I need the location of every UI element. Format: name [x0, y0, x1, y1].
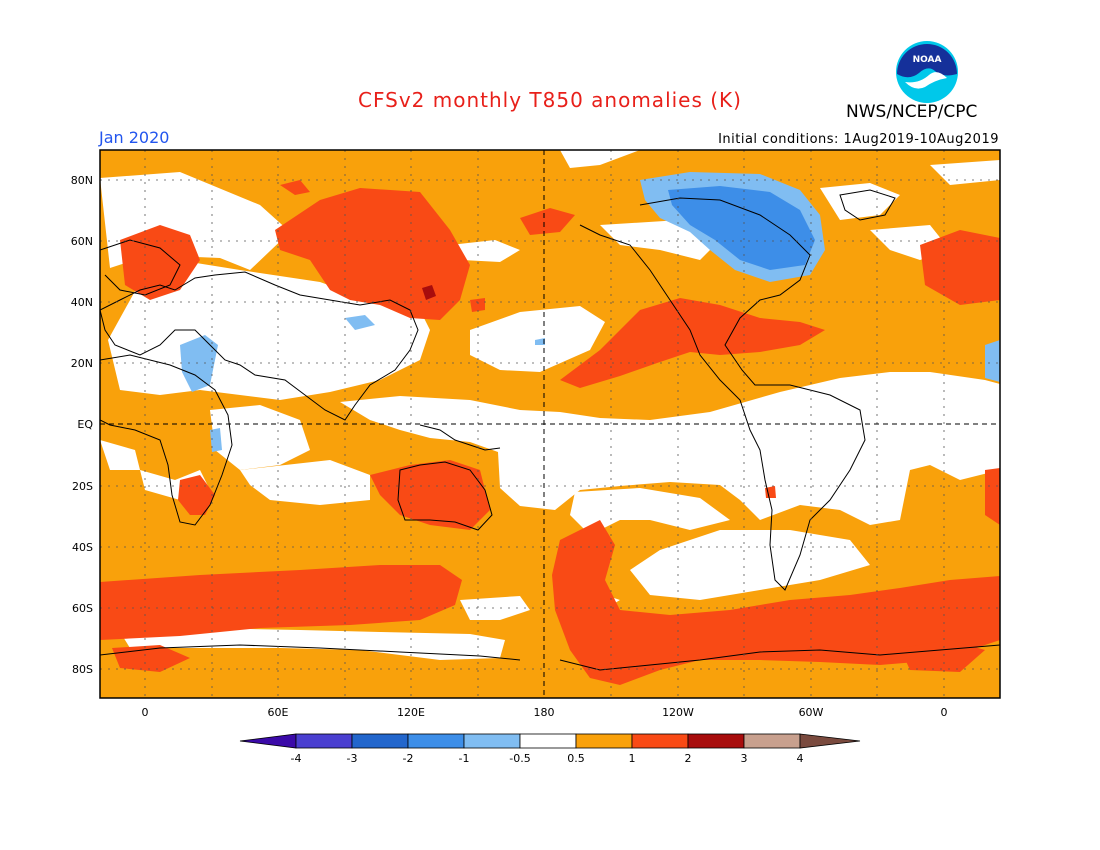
colorbar-swatch-1 — [295, 733, 353, 749]
colorbar-label-minus1: -1 — [459, 752, 470, 765]
colorbar-label-1: 1 — [629, 752, 636, 765]
continent-outlines — [100, 189, 1000, 671]
lat-label-60n: 60N — [71, 235, 93, 248]
colorbar-labels: -4 -3 -2 -1 -0.5 0.5 1 2 3 4 — [291, 752, 804, 765]
colorbar-swatch-6 — [575, 733, 633, 749]
colorbar-label-minus4: -4 — [291, 752, 302, 765]
warm-anomaly-regions — [100, 180, 1000, 685]
strong-cold-anomaly-canada — [668, 186, 815, 270]
colorbar-label-minus0-5: -0.5 — [509, 752, 530, 765]
lat-labels: 80N 60N 40N 20N EQ 20S 40S 60S 80S — [71, 174, 94, 676]
hot-spot-east-asia — [422, 285, 436, 300]
lon-label-0-east: 0 — [941, 706, 948, 719]
colorbar-label-2: 2 — [685, 752, 692, 765]
initial-conditions-label: Initial conditions: 1Aug2019-10Aug2019 — [718, 132, 999, 147]
lon-label-120w: 120W — [662, 706, 694, 719]
colorbar-swatch-4 — [463, 733, 521, 749]
colorbar-label-3: 3 — [741, 752, 748, 765]
map-title: CFSv2 monthly T850 anomalies (K) — [358, 88, 742, 112]
colorbar-label-minus3: -3 — [347, 752, 358, 765]
lat-label-40n: 40N — [71, 296, 93, 309]
colorbar-swatch-3 — [407, 733, 465, 749]
lat-label-80s: 80S — [72, 663, 93, 676]
map-border — [99, 149, 1001, 699]
lat-label-40s: 40S — [72, 541, 93, 554]
colorbar-swatch-8 — [687, 733, 745, 749]
weak-cold-anomaly-spots — [180, 315, 1000, 452]
lat-label-20n: 20N — [71, 357, 93, 370]
lat-label-80n: 80N — [71, 174, 93, 187]
colorbar-label-4: 4 — [797, 752, 804, 765]
noaa-logo: NOAA — [896, 41, 958, 103]
lat-label-20s: 20S — [72, 480, 93, 493]
lon-label-60e: 60E — [268, 706, 289, 719]
logo-text: NOAA — [913, 55, 942, 65]
colorbar-label-0-5: 0.5 — [567, 752, 585, 765]
lon-label-60w: 60W — [799, 706, 824, 719]
colorbar-swatch-above-4 — [799, 733, 861, 749]
lat-label-eq: EQ — [77, 418, 93, 431]
colorbar-swatch-2 — [351, 733, 409, 749]
colorbar — [239, 733, 861, 749]
map-frame-content — [100, 150, 1000, 698]
colorbar-label-minus2: -2 — [403, 752, 414, 765]
colorbar-swatch-5 — [519, 733, 577, 749]
colorbar-swatch-below-minus4 — [239, 733, 297, 749]
colorbar-swatch-9 — [743, 733, 801, 749]
valid-month-label: Jan 2020 — [99, 128, 170, 147]
lat-label-60s: 60S — [72, 602, 93, 615]
agency-label: NWS/NCEP/CPC — [846, 102, 978, 122]
graticule — [100, 150, 1000, 698]
colorbar-swatch-7 — [631, 733, 689, 749]
equator-and-dateline — [100, 150, 1000, 698]
lon-labels: 0 60E 120E 180 120W 60W 0 — [142, 706, 948, 719]
lon-label-0: 0 — [142, 706, 149, 719]
lon-label-180: 180 — [534, 706, 555, 719]
lon-label-120e: 120E — [397, 706, 425, 719]
